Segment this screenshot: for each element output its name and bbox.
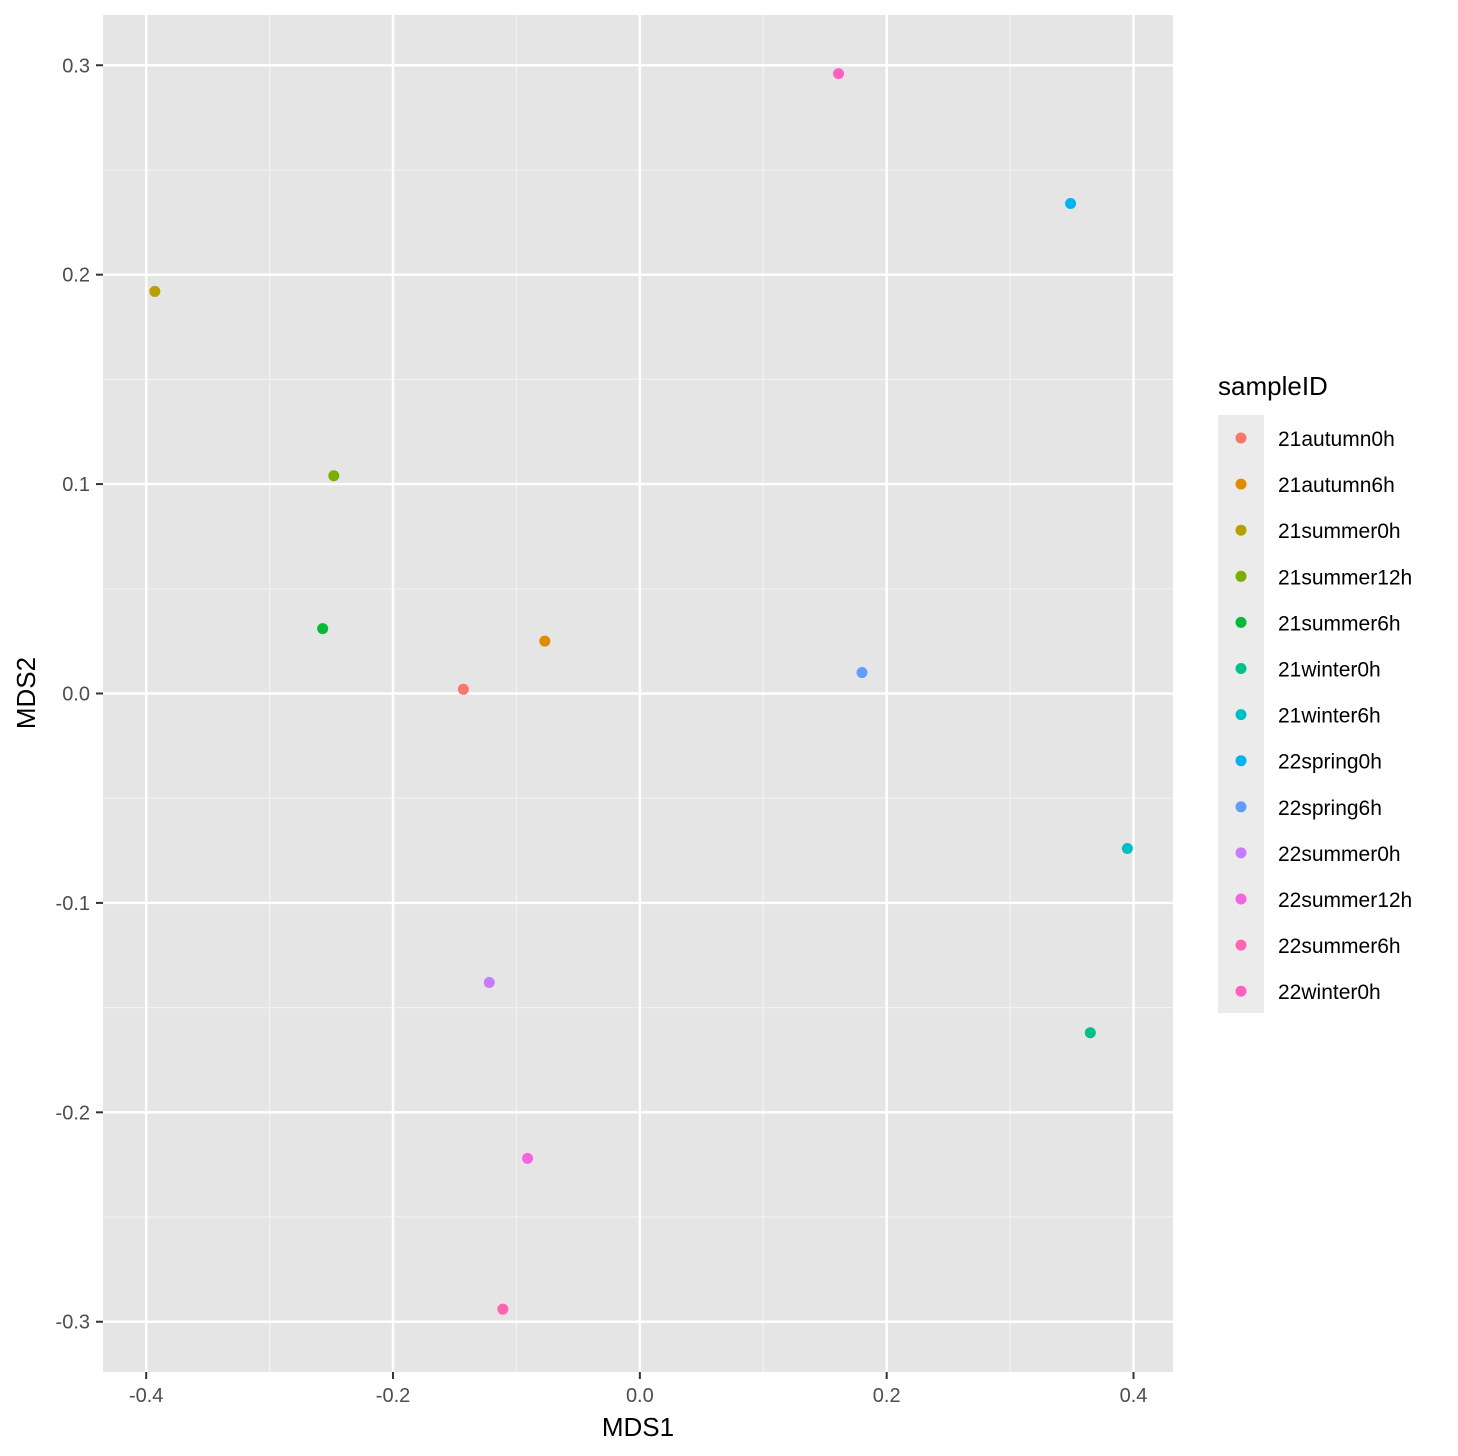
legend-key-21summer6h	[1235, 616, 1247, 628]
legend-title: sampleID	[1218, 371, 1328, 401]
x-tick-label: -0.4	[129, 1385, 163, 1407]
legend-key-21autumn6h	[1235, 478, 1247, 490]
x-tick-label: 0.0	[626, 1385, 654, 1407]
legend-key-22summer6h	[1235, 939, 1247, 951]
legend-label-21autumn0h: 21autumn0h	[1278, 428, 1395, 451]
data-point-22summer6h	[497, 1303, 509, 1315]
x-axis-ticks: -0.4 -0.2 0.0 0.2 0.4	[129, 1372, 1147, 1407]
data-point-21summer12h	[328, 470, 340, 482]
y-tick-label: 0.0	[62, 684, 90, 706]
y-tick-label: 0.3	[62, 55, 90, 77]
data-point-22spring0h	[1065, 197, 1077, 209]
legend-key-21autumn0h	[1235, 432, 1247, 444]
data-point-21summer6h	[317, 623, 329, 635]
legend-key-21winter0h	[1235, 663, 1247, 674]
legend-label-22summer12h: 22summer12h	[1278, 889, 1412, 912]
legend-key-22summer12h	[1235, 893, 1247, 905]
legend-label-22summer6h: 22summer6h	[1278, 935, 1401, 958]
legend-label-21summer12h: 21summer12h	[1278, 566, 1412, 589]
legend-items: 21autumn0h 21autumn6h 21summer0h 21summer12…	[1235, 428, 1412, 1004]
legend-key-22winter0h	[1235, 985, 1247, 997]
data-point-21winter0h	[1084, 1027, 1096, 1039]
legend-label-22summer0h: 22summer0h	[1278, 843, 1401, 866]
y-tick-label: 0.1	[62, 474, 90, 496]
legend-label-21winter6h: 21winter6h	[1278, 705, 1381, 728]
legend-label-21autumn6h: 21autumn6h	[1278, 474, 1395, 497]
legend: sampleID 21autumn0h21autumn6h21summer0h2…	[1218, 371, 1412, 1013]
legend-label-21summer0h: 21summer0h	[1278, 520, 1401, 543]
data-point-21winter6h	[1121, 842, 1133, 854]
y-tick-label: -0.2	[56, 1102, 90, 1124]
data-point-22winter0h	[833, 68, 845, 80]
y-tick-label: -0.1	[56, 893, 90, 915]
data-point-21autumn6h	[539, 635, 551, 647]
y-tick-label: 0.2	[62, 265, 90, 287]
data-point-22summer0h	[483, 976, 495, 988]
legend-key-22spring6h	[1235, 801, 1247, 813]
data-points	[149, 68, 1133, 1315]
major-gridlines	[103, 15, 1173, 1372]
legend-label-21summer6h: 21summer6h	[1278, 612, 1401, 635]
legend-label-22spring0h: 22spring0h	[1278, 751, 1382, 774]
legend-key-22summer0h	[1235, 847, 1247, 859]
x-axis-title: MDS1	[602, 1412, 674, 1442]
y-axis-ticks: -0.3 -0.2 -0.1 0.0 0.1 0.2 0.3	[56, 55, 103, 1334]
x-tick-label: -0.2	[376, 1385, 410, 1407]
legend-key-21summer0h	[1235, 524, 1247, 536]
data-point-22spring6h	[856, 667, 868, 679]
data-point-22summer12h	[522, 1152, 534, 1164]
y-axis-title: MDS2	[11, 657, 41, 729]
data-point-21autumn0h	[457, 683, 469, 695]
x-tick-label: 0.4	[1120, 1385, 1148, 1407]
legend-label-22winter0h: 22winter0h	[1278, 981, 1381, 1004]
legend-key-22spring0h	[1235, 755, 1247, 767]
legend-key-21summer12h	[1235, 570, 1247, 582]
y-tick-label: -0.3	[56, 1312, 90, 1334]
legend-label-22spring6h: 22spring6h	[1278, 797, 1382, 820]
data-point-21summer0h	[149, 285, 161, 297]
x-tick-label: 0.2	[873, 1385, 901, 1407]
legend-key-21winter6h	[1235, 709, 1247, 721]
legend-label-21winter0h: 21winter0h	[1278, 659, 1381, 682]
